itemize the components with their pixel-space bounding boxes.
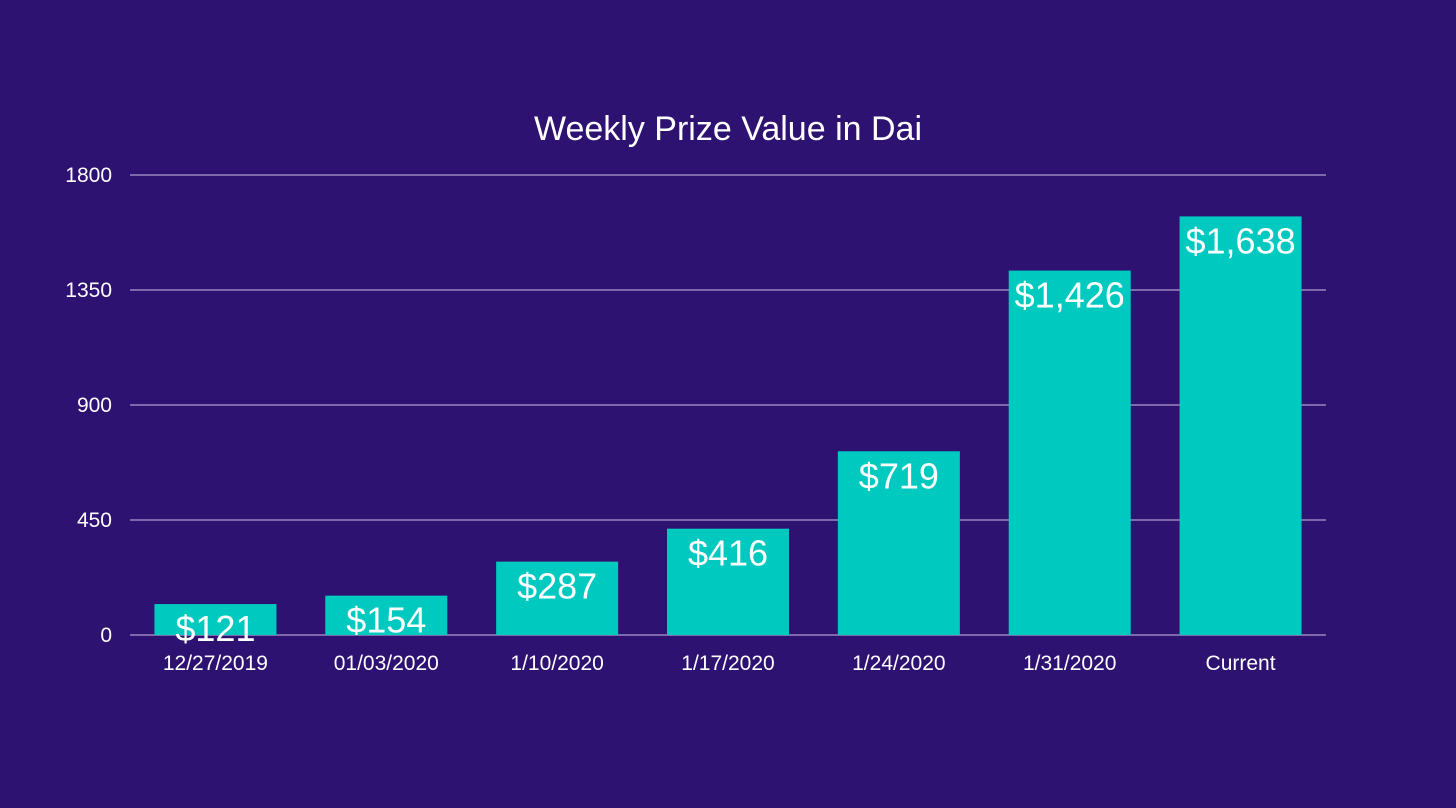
bar [667, 528, 789, 635]
x-tick-label: 12/27/2019 [163, 652, 268, 675]
data-label: $1,638 [1186, 220, 1296, 261]
bar [1179, 216, 1302, 635]
data-label: $121 [175, 608, 255, 649]
data-label: $1,426 [1015, 275, 1125, 316]
data-label: $719 [859, 455, 939, 496]
y-axis-ticks: 0 450 900 1350 1800 [65, 164, 112, 647]
bar [837, 451, 960, 635]
y-tick-label: 0 [100, 624, 112, 647]
data-label: $154 [346, 600, 426, 641]
bar [1008, 270, 1131, 635]
bars [154, 216, 1302, 635]
data-labels: $121 $154 $287 $416 $719 $1,426 $1,638 [175, 220, 1295, 649]
bar [496, 561, 619, 635]
x-tick-label: 1/24/2020 [852, 652, 945, 675]
y-tick-label: 1350 [65, 279, 112, 302]
y-tick-label: 900 [77, 394, 112, 417]
x-axis-ticks: 12/27/2019 01/03/2020 1/10/2020 1/17/2020 1/… [163, 652, 1276, 675]
bar [325, 595, 448, 635]
y-tick-label: 450 [77, 509, 112, 532]
data-label: $416 [688, 533, 768, 574]
x-tick-label: 1/17/2020 [681, 652, 774, 675]
bar [154, 604, 277, 635]
chart-title: Weekly Prize Value in Dai [534, 110, 922, 148]
x-tick-label: Current [1206, 652, 1276, 675]
x-tick-label: 1/31/2020 [1023, 652, 1116, 675]
data-label: $287 [517, 566, 597, 607]
x-tick-label: 1/10/2020 [510, 652, 603, 675]
x-tick-label: 01/03/2020 [334, 652, 439, 675]
y-tick-label: 1800 [65, 164, 112, 187]
